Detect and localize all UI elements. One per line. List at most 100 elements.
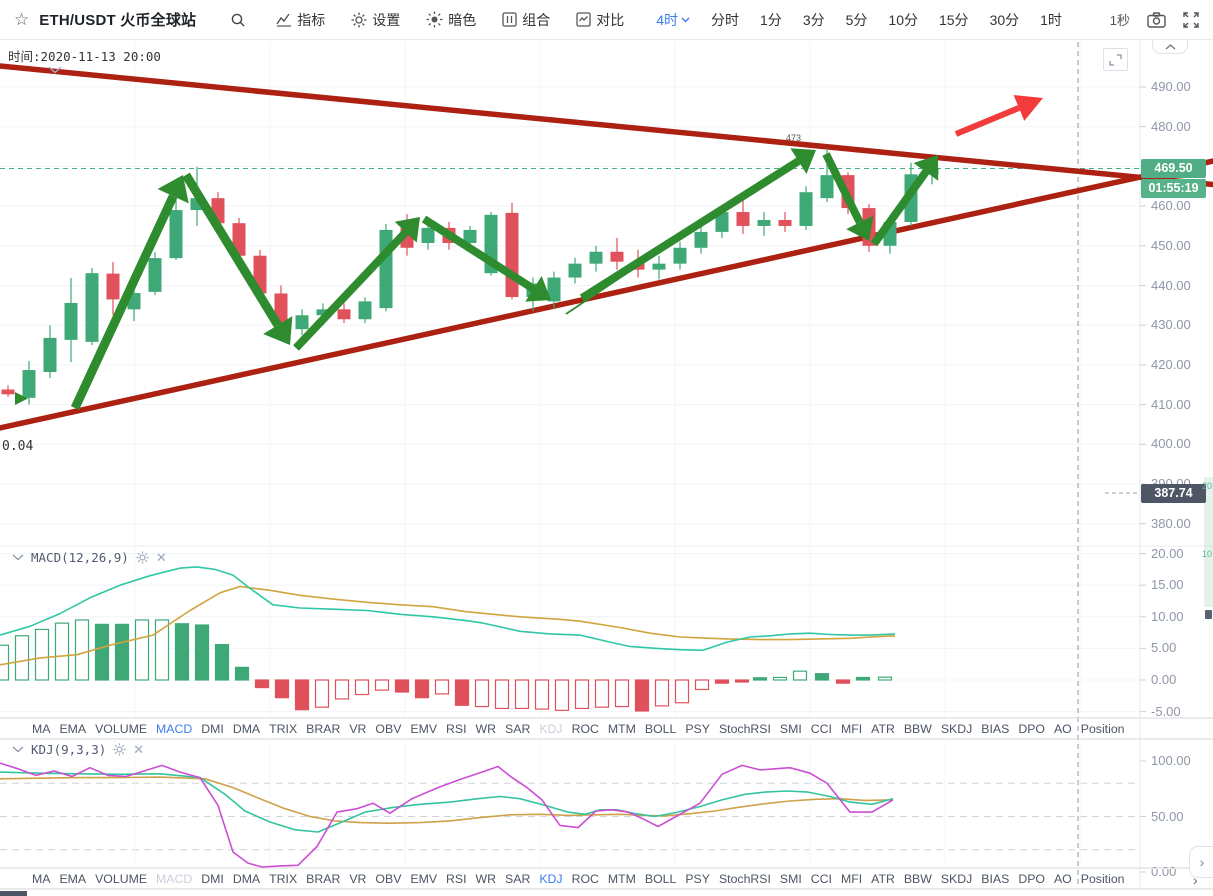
favorite-star-icon[interactable]: ☆: [14, 9, 30, 30]
current-price-badge: 469.50: [1141, 159, 1206, 178]
indicator-menu-item-wr[interactable]: WR: [475, 721, 497, 736]
indicator-menu-item-stochrsi[interactable]: StochRSI: [718, 721, 771, 736]
indicator-menu-item-mtm[interactable]: MTM: [607, 871, 636, 886]
indicator-menu-item-bbw[interactable]: BBW: [903, 721, 932, 736]
interval-tab-4h[interactable]: 4时: [656, 10, 690, 30]
indicator-menu-item-emv[interactable]: EMV: [410, 871, 438, 886]
strip-glyph: [1205, 610, 1212, 619]
settings-button[interactable]: 设置: [351, 10, 400, 30]
indicator-menu-item-boll[interactable]: BOLL: [644, 721, 677, 736]
indicator-menu-item-cci[interactable]: CCI: [810, 721, 832, 736]
interval-tab-5m[interactable]: 5分: [845, 11, 868, 28]
indicator-menu-item-volume[interactable]: VOLUME: [95, 871, 148, 886]
indicator-menu-item-rsi[interactable]: RSI: [446, 721, 467, 736]
indicator-menu-item-dpo[interactable]: DPO: [1018, 721, 1045, 736]
close-icon[interactable]: ✕: [133, 741, 145, 757]
reset-zoom-button[interactable]: [1103, 48, 1128, 71]
interval-tab-1h[interactable]: 1时: [1040, 11, 1062, 28]
indicator-menu-item-position[interactable]: Position: [1080, 721, 1125, 736]
indicator-menu-item-ma[interactable]: MA: [32, 871, 51, 886]
indicator-menu-item-mtm[interactable]: MTM: [607, 721, 636, 736]
indicator-menu-item-trix[interactable]: TRIX: [269, 871, 298, 886]
indicator-menu-item-vr[interactable]: VR: [349, 871, 367, 886]
indicator-menu-item-brar[interactable]: BRAR: [306, 871, 341, 886]
candlestick: [337, 303, 351, 324]
indicator-menu-item-sar[interactable]: SAR: [505, 871, 531, 886]
indicator-menu-item-mfi[interactable]: MFI: [840, 871, 863, 886]
scroll-right-chevron-icon[interactable]: ›: [1193, 872, 1198, 888]
indicator-menu-item-cci[interactable]: CCI: [810, 871, 832, 886]
grid-layer: [0, 40, 1213, 890]
indicator-menu-item-macd[interactable]: MACD: [156, 871, 193, 886]
indicator-menu-item-dma[interactable]: DMA: [232, 721, 261, 736]
fullscreen-icon[interactable]: [1183, 11, 1199, 28]
indicator-menu-item-trix[interactable]: TRIX: [269, 721, 298, 736]
indicator-menu-item-volume[interactable]: VOLUME: [95, 721, 148, 736]
indicator-menu-item-vr[interactable]: VR: [349, 721, 367, 736]
indicator-menu-item-bbw[interactable]: BBW: [903, 871, 932, 886]
indicator-menu-item-mfi[interactable]: MFI: [840, 721, 863, 736]
indicator-menu-item-psy[interactable]: PSY: [685, 871, 710, 886]
indicator-menu-item-wr[interactable]: WR: [475, 871, 497, 886]
chevron-down-icon[interactable]: [12, 554, 24, 561]
compare-button[interactable]: 对比: [576, 10, 624, 30]
interval-tab-1m[interactable]: 1分: [760, 11, 782, 28]
search-icon[interactable]: [230, 12, 246, 28]
indicator-menu-item-bias[interactable]: BIAS: [981, 871, 1010, 886]
indicator-menu-item-atr[interactable]: ATR: [871, 871, 895, 886]
indicator-menu-item-brar[interactable]: BRAR: [306, 721, 341, 736]
indicator-menu-item-smi[interactable]: SMI: [779, 871, 802, 886]
indicator-menu-item-rsi[interactable]: RSI: [446, 871, 467, 886]
indicator-menu-item-psy[interactable]: PSY: [685, 721, 710, 736]
indicator-menu-item-dmi[interactable]: DMI: [201, 871, 224, 886]
indicator-menu-item-roc[interactable]: ROC: [571, 871, 599, 886]
indicator-menu-item-roc[interactable]: ROC: [571, 721, 599, 736]
trend-arrow: [822, 152, 874, 241]
indicator-menu-item-obv[interactable]: OBV: [375, 721, 402, 736]
indicator-menu-item-atr[interactable]: ATR: [871, 721, 895, 736]
indicator-menu-item-position[interactable]: Position: [1080, 871, 1125, 886]
indicator-menu-item-macd[interactable]: MACD: [156, 721, 193, 736]
gear-icon[interactable]: [113, 743, 126, 756]
axis-label: 400.00: [1151, 436, 1191, 452]
indicator-menu-item-emv[interactable]: EMV: [410, 721, 438, 736]
axis-label: 380.00: [1151, 515, 1191, 531]
indicator-menu-item-dmi[interactable]: DMI: [201, 721, 224, 736]
camera-icon[interactable]: [1147, 11, 1166, 28]
indicator-menu-item-sar[interactable]: SAR: [505, 721, 531, 736]
indicator-menu-item-ao[interactable]: AO: [1053, 721, 1072, 736]
indicator-menu-item-obv[interactable]: OBV: [375, 871, 402, 886]
axis-label: 480.00: [1151, 118, 1191, 134]
interval-tab-15m[interactable]: 15分: [938, 11, 969, 28]
gear-icon[interactable]: [136, 551, 149, 564]
indicator-menu-item-stochrsi[interactable]: StochRSI: [718, 871, 771, 886]
indicator-menu-item-bias[interactable]: BIAS: [981, 721, 1010, 736]
close-icon[interactable]: ✕: [155, 549, 167, 565]
layout-button[interactable]: 组合: [502, 10, 550, 30]
indicator-menu-item-smi[interactable]: SMI: [779, 721, 802, 736]
indicator-menu-item-ao[interactable]: AO: [1053, 871, 1072, 886]
indicator-menu-item-ema[interactable]: EMA: [59, 871, 87, 886]
indicator-menu-item-skdj[interactable]: SKDJ: [940, 871, 973, 886]
kdj-title: KDJ(9,3,3): [31, 742, 107, 757]
pane-collapse-chevron-icon[interactable]: [48, 61, 62, 79]
indicator-menu-item-kdj[interactable]: KDJ: [539, 871, 563, 886]
interval-tab-3m[interactable]: 3分: [802, 11, 825, 28]
refresh-rate-label[interactable]: 1秒: [1109, 13, 1130, 28]
panel-expand-tab[interactable]: ›: [1189, 846, 1213, 878]
indicator-menu-item-ma[interactable]: MA: [32, 721, 51, 736]
interval-tab-30m[interactable]: 30分: [989, 11, 1020, 28]
chevron-down-icon[interactable]: [12, 746, 24, 753]
indicator-menu-item-kdj[interactable]: KDJ: [539, 721, 563, 736]
interval-tab-10m[interactable]: 10分: [888, 11, 918, 28]
indicator-menu-item-boll[interactable]: BOLL: [644, 871, 677, 886]
indicator-menu-item-dma[interactable]: DMA: [232, 871, 261, 886]
indicator-menu-item-skdj[interactable]: SKDJ: [940, 721, 973, 736]
indicators-button[interactable]: 指标: [276, 10, 325, 30]
indicator-menu-item-dpo[interactable]: DPO: [1018, 871, 1045, 886]
axis-collapse-tab[interactable]: [1152, 40, 1188, 54]
dark-mode-button[interactable]: 暗色: [426, 10, 476, 30]
interval-tab-time[interactable]: 分时: [711, 11, 740, 28]
indicator-menu-item-ema[interactable]: EMA: [59, 721, 87, 736]
